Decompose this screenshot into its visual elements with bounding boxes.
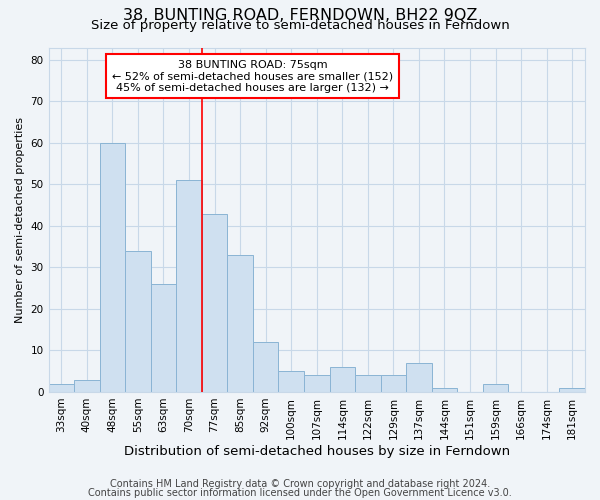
Bar	[432, 388, 457, 392]
Bar	[380, 376, 406, 392]
Bar	[125, 251, 151, 392]
Bar	[278, 371, 304, 392]
Bar	[329, 367, 355, 392]
Y-axis label: Number of semi-detached properties: Number of semi-detached properties	[15, 116, 25, 322]
Bar	[253, 342, 278, 392]
Bar	[49, 384, 74, 392]
Bar	[100, 143, 125, 392]
Bar	[202, 214, 227, 392]
Bar	[559, 388, 585, 392]
Bar	[151, 284, 176, 392]
Bar	[227, 255, 253, 392]
Bar	[304, 376, 329, 392]
Bar	[74, 380, 100, 392]
Bar	[176, 180, 202, 392]
Text: Size of property relative to semi-detached houses in Ferndown: Size of property relative to semi-detach…	[91, 19, 509, 32]
Bar	[406, 363, 432, 392]
Text: 38 BUNTING ROAD: 75sqm
← 52% of semi-detached houses are smaller (152)
45% of se: 38 BUNTING ROAD: 75sqm ← 52% of semi-det…	[112, 60, 393, 93]
Text: 38, BUNTING ROAD, FERNDOWN, BH22 9QZ: 38, BUNTING ROAD, FERNDOWN, BH22 9QZ	[123, 8, 477, 22]
Text: Contains HM Land Registry data © Crown copyright and database right 2024.: Contains HM Land Registry data © Crown c…	[110, 479, 490, 489]
Text: Contains public sector information licensed under the Open Government Licence v3: Contains public sector information licen…	[88, 488, 512, 498]
Bar	[483, 384, 508, 392]
X-axis label: Distribution of semi-detached houses by size in Ferndown: Distribution of semi-detached houses by …	[124, 444, 510, 458]
Bar	[355, 376, 380, 392]
